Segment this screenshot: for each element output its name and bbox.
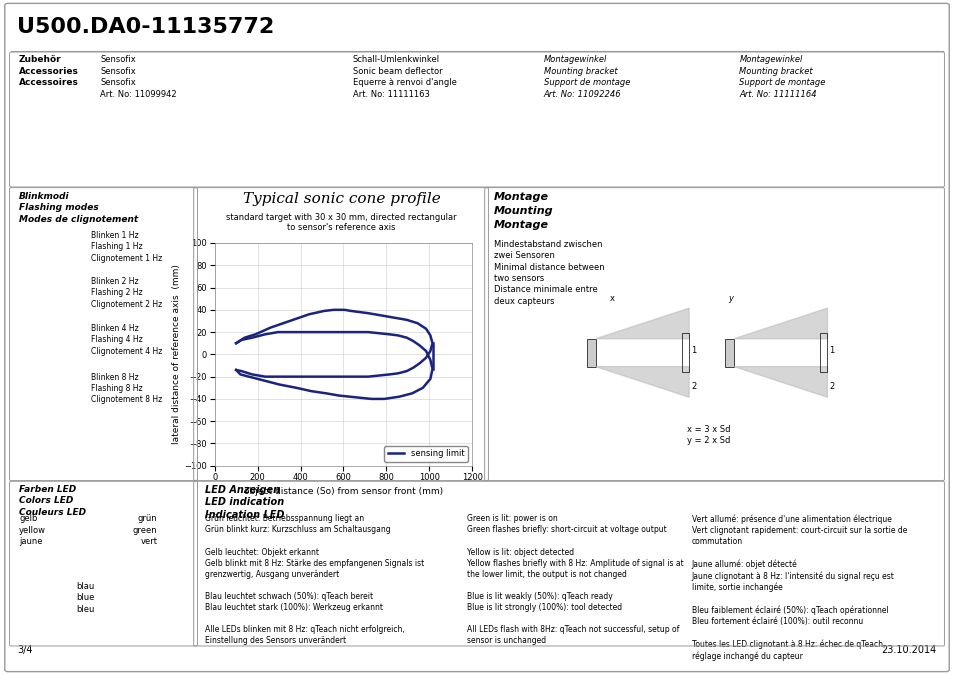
Text: Green is lit: power is on
Green flashes briefly: short-circuit at voltage output: Green is lit: power is on Green flashes … bbox=[467, 514, 683, 645]
Text: 3/4: 3/4 bbox=[17, 645, 32, 655]
Y-axis label: lateral distance of reference axis  (mm): lateral distance of reference axis (mm) bbox=[172, 265, 181, 444]
Text: LED Anzeigen
LED indication
Indication LED: LED Anzeigen LED indication Indication L… bbox=[205, 485, 284, 520]
Text: 2: 2 bbox=[690, 382, 696, 391]
Text: standard target with 30 x 30 mm, directed rectangular
to sensor's reference axis: standard target with 30 x 30 mm, directe… bbox=[226, 213, 456, 232]
Text: U500.DA0-11135772: U500.DA0-11135772 bbox=[17, 17, 274, 37]
Polygon shape bbox=[734, 308, 826, 339]
Text: Zubehör
Accessories
Accessoires: Zubehör Accessories Accessoires bbox=[19, 55, 79, 87]
Polygon shape bbox=[596, 308, 688, 339]
X-axis label: object distance (So) from sensor front (mm): object distance (So) from sensor front (… bbox=[244, 487, 442, 495]
Text: Montage
Mounting
Montage: Montage Mounting Montage bbox=[494, 192, 553, 230]
Text: Sensofix
Sensofix
Sensofix
Art. No: 11099942: Sensofix Sensofix Sensofix Art. No: 1109… bbox=[100, 55, 176, 99]
Text: Farben LED
Colors LED
Couleurs LED: Farben LED Colors LED Couleurs LED bbox=[19, 485, 86, 516]
Text: 23.10.2014: 23.10.2014 bbox=[881, 645, 936, 655]
Text: y: y bbox=[727, 294, 732, 304]
Text: x = 3 x Sd
y = 2 x Sd: x = 3 x Sd y = 2 x Sd bbox=[686, 425, 730, 445]
Text: blau
blue
bleu: blau blue bleu bbox=[76, 582, 94, 614]
Bar bbox=[586, 339, 596, 367]
Text: Blinkmodi
Flashing modes
Modes de clignotement: Blinkmodi Flashing modes Modes de cligno… bbox=[19, 192, 138, 223]
Legend: sensing limit: sensing limit bbox=[384, 446, 468, 462]
Text: Montagewinkel
Mounting bracket
Support de montage
Art. No: 11092246: Montagewinkel Mounting bracket Support d… bbox=[543, 55, 630, 99]
Text: Blinken 8 Hz
Flashing 8 Hz
Clignotement 8 Hz: Blinken 8 Hz Flashing 8 Hz Clignotement … bbox=[91, 373, 162, 404]
Text: Montagewinkel
Mounting bracket
Support de montage
Art. No: 11111164: Montagewinkel Mounting bracket Support d… bbox=[739, 55, 825, 99]
Text: 2: 2 bbox=[828, 382, 834, 391]
Polygon shape bbox=[734, 367, 826, 397]
Text: Blinken 4 Hz
Flashing 4 Hz
Clignotement 4 Hz: Blinken 4 Hz Flashing 4 Hz Clignotement … bbox=[91, 324, 162, 356]
Text: grün
green
vert: grün green vert bbox=[132, 514, 157, 546]
Text: Mindestabstand zwischen
zwei Sensoren
Minimal distance between
two sensors
Dista: Mindestabstand zwischen zwei Sensoren Mi… bbox=[494, 240, 604, 306]
Text: Blinken 2 Hz
Flashing 2 Hz
Clignotement 2 Hz: Blinken 2 Hz Flashing 2 Hz Clignotement … bbox=[91, 277, 162, 308]
Bar bbox=[681, 333, 688, 372]
Text: 1: 1 bbox=[690, 346, 696, 354]
Text: Vert allumé: présence d'une alimentation électrique
Vert clignotant rapidement: : Vert allumé: présence d'une alimentation… bbox=[691, 514, 906, 661]
Text: Grün leuchtet: Betriebsspannung liegt an
Grün blinkt kurz: Kurzschluss am Schalt: Grün leuchtet: Betriebsspannung liegt an… bbox=[205, 514, 424, 645]
Text: gelb
yellow
jaune: gelb yellow jaune bbox=[19, 514, 46, 546]
Text: Typical sonic cone profile: Typical sonic cone profile bbox=[242, 192, 440, 206]
Text: Blinken 1 Hz
Flashing 1 Hz
Clignotement 1 Hz: Blinken 1 Hz Flashing 1 Hz Clignotement … bbox=[91, 231, 162, 263]
Text: x: x bbox=[609, 294, 614, 304]
Text: 1: 1 bbox=[828, 346, 834, 354]
Polygon shape bbox=[596, 367, 688, 397]
Bar bbox=[724, 339, 734, 367]
Text: Schall-Umlenkwinkel
Sonic beam deflector
Equerre à renvoi d'angle
Art. No: 11111: Schall-Umlenkwinkel Sonic beam deflector… bbox=[353, 55, 456, 99]
Bar bbox=[820, 333, 826, 372]
